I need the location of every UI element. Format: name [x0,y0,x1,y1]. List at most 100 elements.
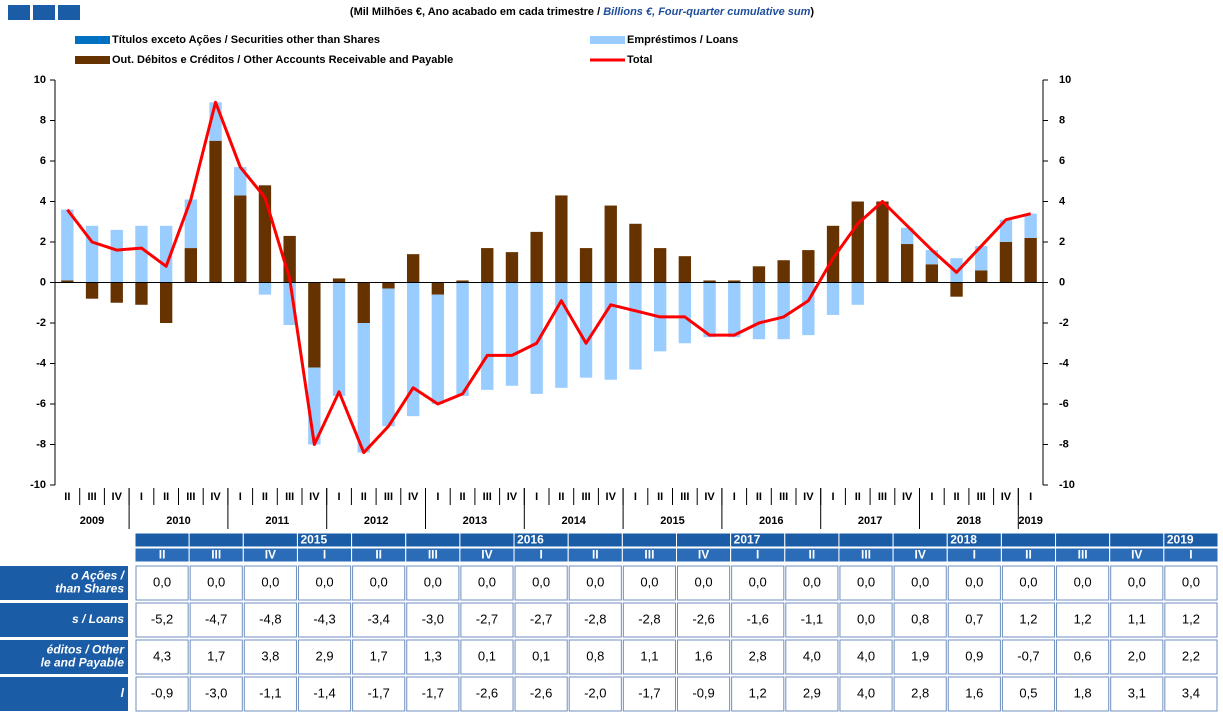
bar [1024,213,1037,238]
table-cell [352,602,406,638]
table-value: 0,0 [911,574,929,589]
bar [579,248,593,283]
table-cell [893,639,947,675]
bar [703,282,716,338]
x-tick-label: I [140,491,143,503]
table-cell [622,602,676,638]
bar [332,278,346,283]
table-value: 0,0 [965,574,983,589]
x-tick-label: IV [507,491,518,503]
table-value: -1,1 [259,685,281,700]
table-value: 1,3 [424,648,442,663]
table-cell [1001,676,1056,712]
bar [431,294,445,404]
table-value: 4,0 [857,648,875,663]
header-cell [134,532,190,548]
bar [629,223,642,283]
bar [555,195,568,283]
table-value: -2,7 [530,611,552,626]
table-cell [189,565,243,601]
header-quarter: III [428,548,438,562]
chart-title: (Mil Milhões €, Ano acabado em cada trim… [350,6,815,18]
bar [876,201,889,283]
header-quarter: II [592,548,599,562]
y-tick-label: -8 [36,438,46,450]
bar [900,244,914,283]
table-cell [568,565,622,601]
bar [159,225,173,283]
bar [752,266,766,283]
header-cell [459,532,515,548]
table-cell [839,676,893,712]
table-value: -3,4 [367,611,389,626]
row-label: o Ações / [71,569,126,583]
table-cell [352,565,406,601]
table-value: 3,1 [1128,685,1146,700]
bar [61,209,74,281]
year-label: 2011 [265,515,289,527]
bar [604,205,617,283]
year-label: 2016 [759,515,783,527]
x-tick-label: IV [309,491,320,503]
header-quarter: IV [698,548,709,562]
x-tick-label: II [163,491,169,503]
table-cell [731,639,785,675]
table-value: -1,7 [367,685,389,700]
title-end: ) [810,6,814,18]
bar [1024,237,1037,283]
legend-swatch [75,56,110,64]
table-cell [1164,639,1218,675]
bar [406,282,420,417]
x-tick-label: III [285,491,294,503]
header-cell [242,532,298,548]
table-value: -2,6 [476,685,498,700]
logo-block [33,5,55,20]
year-label: 2009 [80,515,104,527]
table-cell [1056,676,1110,712]
y-tick-label: 10 [34,74,46,86]
table-value: -0,7 [1017,648,1039,663]
table-cell [406,639,460,675]
table-cell [406,565,460,601]
table-cell [1001,639,1056,675]
table-value: 2,8 [911,685,929,700]
table-cell [1164,565,1218,601]
table-cell [1001,565,1056,601]
table-value: 1,7 [370,648,388,663]
header-quarter: IV [265,548,276,562]
header-year: 2016 [517,533,544,547]
table-cell [1056,639,1110,675]
x-tick-label: IV [803,491,814,503]
header-cell [621,532,677,548]
table-cell [297,639,352,675]
year-label: 2017 [858,515,882,527]
header-cell [405,532,461,548]
header-cell [784,532,840,548]
table-cell [947,639,1001,675]
table-cell [947,565,1001,601]
x-tick-label: III [779,491,788,503]
bar [629,282,642,370]
x-tick-label: II [953,491,959,503]
bar [752,282,766,340]
table-cell [947,676,1001,712]
header-quarter: I [973,548,976,562]
table-value: 0,8 [911,611,929,626]
table-value: 1,7 [207,648,225,663]
row-label: s / Loans [72,612,124,626]
logo-block [8,5,30,20]
y-tick-label: 6 [40,155,46,167]
table-value: 1,2 [749,685,767,700]
header-cell [892,532,948,548]
x-tick-label: III [384,491,393,503]
bar [604,282,617,380]
table-value: 1,1 [640,648,658,663]
x-tick-label: III [977,491,986,503]
table-cell [1110,676,1164,712]
table-value: 0,0 [370,574,388,589]
y-tick-label: -10 [30,479,46,491]
bar [406,254,420,283]
table-cell [731,602,785,638]
bar [579,282,593,378]
y2-tick-label: -8 [1059,438,1069,450]
